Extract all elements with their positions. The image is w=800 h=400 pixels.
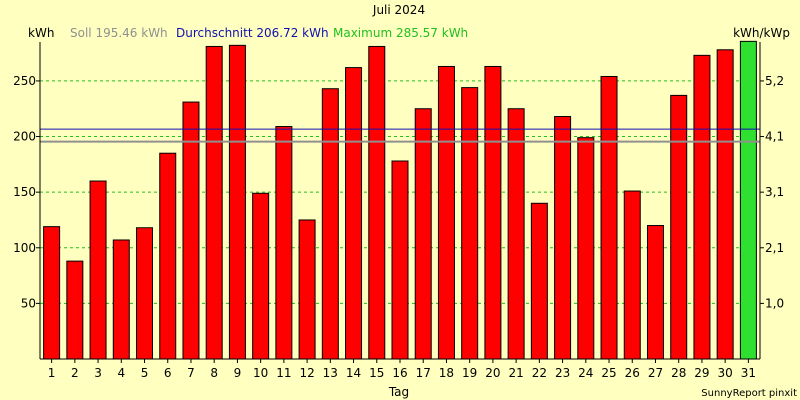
x-tick-label: 11 (276, 366, 291, 380)
x-tick-label: 13 (323, 366, 338, 380)
bars-layer (43, 40, 757, 360)
y-tick-label-right: 4,1 (765, 130, 784, 144)
y-tick-label-right: 5,2 (765, 74, 784, 88)
x-tick-label: 22 (532, 366, 547, 380)
legend-durchschnitt: Durchschnitt 206.72 kWh (176, 26, 329, 40)
y-tick-label-left: 250 (13, 74, 36, 88)
bar-day-5 (136, 227, 154, 360)
x-tick-label: 29 (694, 366, 709, 380)
bar-day-26 (623, 190, 641, 360)
reference-lines-layer (40, 128, 760, 143)
bar-day-21 (507, 108, 525, 360)
bar-day-9 (228, 44, 246, 360)
y-ticks-right: 1,0 2,1 3,1 4,1 5,2 (765, 74, 784, 310)
x-tick-label: 4 (117, 366, 125, 380)
bar-day-19 (461, 87, 479, 360)
x-tick-label: 3 (94, 366, 102, 380)
legend-maximum: Maximum 285.57 kWh (333, 26, 468, 40)
x-tick-label: 15 (369, 366, 384, 380)
bar-day-22 (530, 202, 548, 360)
bar-day-11 (275, 126, 293, 360)
x-tick-label: 27 (648, 366, 663, 380)
axes-layer (36, 42, 764, 363)
x-tick-label: 8 (210, 366, 218, 380)
x-tick-label: 9 (234, 366, 242, 380)
bar-day-15 (368, 45, 386, 360)
x-tick-label: 24 (578, 366, 593, 380)
bar-day-20 (484, 65, 502, 360)
bar-day-25 (600, 75, 618, 360)
x-tick-label: 18 (439, 366, 454, 380)
bar-day-30 (716, 49, 734, 360)
y-tick-label-left: 150 (13, 185, 36, 199)
x-tick-label: 7 (187, 366, 195, 380)
y-tick-label-left: 100 (13, 241, 36, 255)
bar-day-18 (437, 65, 455, 360)
bar-day-17 (414, 108, 432, 360)
x-tick-label: 23 (555, 366, 570, 380)
bar-day-6 (159, 152, 177, 360)
x-tick-label: 26 (625, 366, 640, 380)
x-tick-label: 20 (485, 366, 500, 380)
y-axis-label-left: kWh (28, 26, 54, 40)
x-tick-label: 10 (253, 366, 268, 380)
bar-day-2 (66, 260, 84, 360)
bar-day-23 (554, 116, 572, 360)
y-tick-label-left: 200 (13, 130, 36, 144)
bar-day-8 (205, 45, 223, 360)
bar-day-12 (298, 219, 316, 360)
x-tick-label: 5 (141, 366, 149, 380)
x-tick-label: 1 (48, 366, 56, 380)
y-ticks-left: 50 100 150 200 250 (13, 74, 36, 310)
x-tick-label: 12 (299, 366, 314, 380)
y-tick-label-right: 3,1 (765, 185, 784, 199)
legend-soll: Soll 195.46 kWh (70, 26, 168, 40)
bar-day-31 (739, 40, 757, 360)
credit-text: SunnyReport pinxit (701, 388, 797, 399)
bar-day-28 (670, 94, 688, 360)
x-tick-label: 28 (671, 366, 686, 380)
chart-title: Juli 2024 (372, 3, 425, 17)
bar-day-14 (345, 67, 363, 360)
bar-day-27 (646, 225, 664, 360)
x-axis-label: Tag (388, 385, 409, 399)
x-tick-labels: 1 2 3 4 5 6 7 8 9 10 11 12 13 14 15 16 17 18 19 20 21 22 23 24 2… (48, 366, 756, 380)
bar-day-10 (252, 192, 270, 360)
x-tick-label: 19 (462, 366, 477, 380)
y-tick-label-right: 2,1 (765, 241, 784, 255)
x-tick-label: 25 (601, 366, 616, 380)
x-tick-label: 31 (741, 366, 756, 380)
bar-day-3 (89, 180, 107, 360)
bar-day-1 (43, 226, 61, 360)
x-tick-label: 30 (718, 366, 733, 380)
x-tick-label: 21 (508, 366, 523, 380)
y-axis-label-right: kWh/kWp (733, 26, 790, 40)
x-tick-label: 17 (416, 366, 431, 380)
bar-day-29 (693, 54, 711, 360)
x-tick-label: 16 (392, 366, 407, 380)
x-tick-label: 6 (164, 366, 172, 380)
x-tick-label: 2 (71, 366, 79, 380)
bar-day-4 (112, 239, 130, 360)
x-tick-label: 14 (346, 366, 361, 380)
bar-day-24 (577, 137, 595, 360)
y-tick-label-left: 50 (21, 296, 36, 310)
bar-day-16 (391, 160, 409, 360)
y-tick-label-right: 1,0 (765, 296, 784, 310)
